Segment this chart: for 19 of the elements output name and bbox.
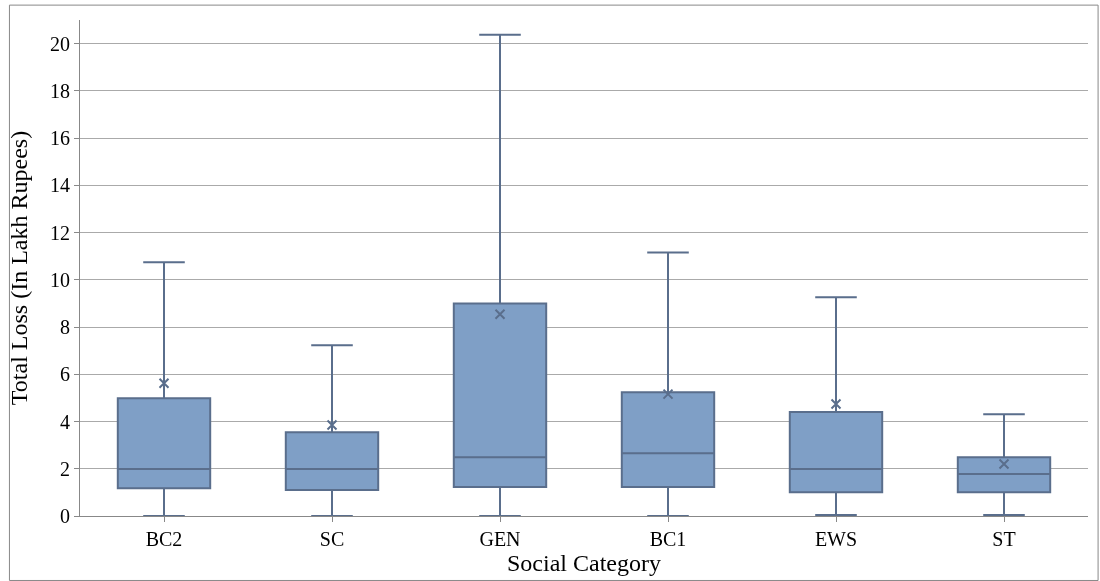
x-tick-label: GEN [479,528,521,550]
y-tick-label: 14 [50,174,70,197]
y-tick-label: 8 [60,316,70,339]
x-tick-label: EWS [814,528,858,550]
y-tick-label: 16 [50,127,70,150]
y-tick-label: 2 [60,457,70,480]
y-tick-label: 20 [50,32,70,55]
y-tick-label: 12 [50,221,70,244]
y-tick-label: 0 [60,505,70,527]
y-tick-label: 4 [60,410,70,433]
y-tick-label: 6 [60,363,70,386]
y-tick-label: 18 [50,79,70,102]
y-tick-label: 10 [50,268,70,291]
x-axis-title: Social Category [507,550,661,576]
x-tick-label: BC2 [145,528,183,550]
x-tick-label: ST [992,528,1016,550]
y-axis-title: Total Loss (In Lakh Rupees) [6,130,33,406]
x-tick-label: BC1 [649,528,687,550]
x-tick-label: SC [319,528,345,550]
